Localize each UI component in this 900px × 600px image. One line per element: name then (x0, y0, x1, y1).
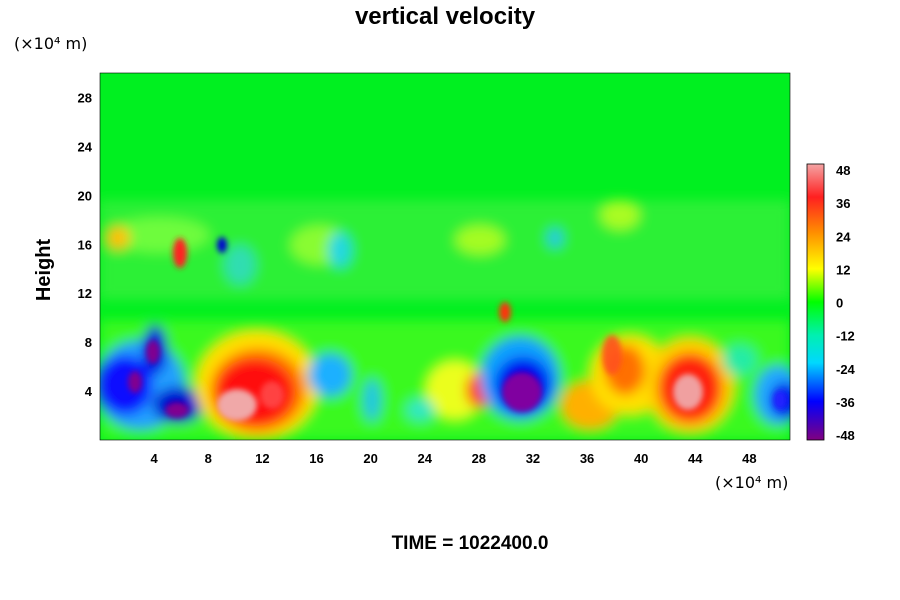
x-tick-label: 32 (526, 451, 540, 466)
colorbar-tick-label: -24 (836, 362, 856, 377)
y-unit-label: (×10⁴ m) (14, 34, 87, 53)
colorbar-tick-label: 0 (836, 296, 843, 311)
colorbar: 48 36 24 12 0 -12 -24 -36 -48 (806, 163, 856, 443)
colorbar-tick-label: -48 (836, 428, 855, 443)
colorbar-scale (806, 163, 825, 441)
y-tick-label: 4 (85, 384, 93, 399)
colorbar-tick-label: 36 (836, 196, 850, 211)
y-tick-label: 12 (78, 286, 92, 301)
y-axis-ticks: 4 8 12 16 20 24 28 (78, 90, 93, 399)
velocity-field (100, 200, 790, 440)
y-tick-label: 24 (78, 139, 93, 154)
x-tick-label: 36 (580, 451, 594, 466)
colorbar-tick-label: -12 (836, 329, 855, 344)
x-tick-label: 40 (634, 451, 648, 466)
x-tick-label: 8 (205, 451, 212, 466)
y-tick-label: 28 (78, 90, 92, 105)
x-unit-label: (×10⁴ m) (715, 473, 788, 492)
x-tick-label: 16 (309, 451, 323, 466)
colorbar-ticks: 48 36 24 12 0 -12 -24 -36 -48 (836, 163, 856, 443)
velocity-cores (128, 237, 787, 421)
x-tick-label: 28 (472, 451, 486, 466)
heatmap-plot-area (100, 73, 790, 440)
x-tick-label: 24 (417, 451, 432, 466)
colorbar-tick-label: -36 (836, 395, 855, 410)
x-tick-label: 44 (688, 451, 703, 466)
y-tick-label: 20 (78, 188, 92, 203)
x-tick-label: 4 (151, 451, 159, 466)
colorbar-tick-label: 12 (836, 262, 850, 277)
x-tick-label: 48 (742, 451, 756, 466)
y-tick-label: 16 (78, 237, 92, 252)
colorbar-tick-label: 48 (836, 163, 850, 178)
chart-title: vertical velocity (355, 3, 536, 30)
time-label: TIME = 1022400.0 (392, 533, 549, 554)
colorbar-tick-label: 24 (836, 229, 851, 244)
plot-frame (99, 72, 791, 441)
x-tick-label: 20 (363, 451, 377, 466)
x-axis-ticks: 4 8 12 16 20 24 28 32 36 40 44 48 (151, 451, 757, 466)
x-tick-label: 12 (255, 451, 269, 466)
y-axis-label: Height (33, 239, 55, 302)
y-tick-label: 8 (85, 335, 92, 350)
